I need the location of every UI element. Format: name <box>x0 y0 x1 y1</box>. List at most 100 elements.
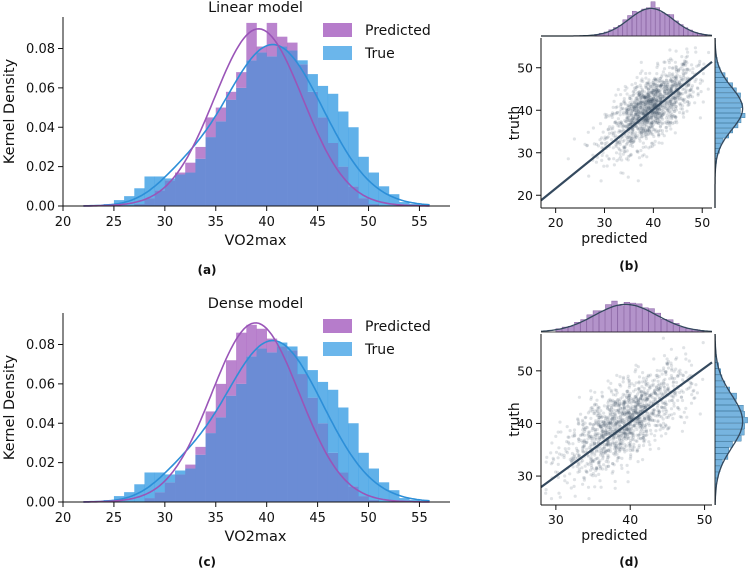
hist-bar-overlap-a <box>276 46 288 206</box>
scatter-point-d <box>627 441 631 446</box>
scatter-point-d <box>636 417 640 421</box>
scatter-point-d <box>661 417 665 421</box>
scatter-point-d <box>596 456 600 460</box>
scatter-point-d <box>593 485 597 489</box>
scatter-point-b <box>631 119 635 123</box>
scatter-point-b <box>633 112 638 116</box>
scatter-point-d <box>667 413 671 417</box>
scatter-point-b <box>643 129 647 133</box>
scatter-point-d <box>682 346 686 350</box>
scatter-point-b <box>659 115 663 119</box>
scatter-point-d <box>608 412 613 416</box>
scatter-point-b <box>630 111 634 116</box>
scatter-point-b <box>681 87 685 92</box>
scatter-point-b <box>649 101 653 105</box>
scatter-point-d <box>613 479 617 484</box>
scatter-point-d <box>657 410 661 414</box>
scatter-point-d <box>623 393 627 397</box>
scatter-point-b <box>674 108 679 112</box>
scatter-point-b <box>655 121 659 125</box>
scatter-point-d <box>664 372 668 376</box>
scatter-point-d <box>634 396 639 400</box>
scatter-point-d <box>649 418 653 422</box>
scatter-point-b <box>628 122 633 126</box>
scatter-point-b <box>647 117 651 121</box>
scatter-point-d <box>591 442 595 446</box>
scatter-point-b <box>615 111 619 115</box>
scatter-point-b <box>647 129 651 133</box>
scatter-point-d <box>658 369 662 373</box>
scatter-point-d <box>616 420 620 424</box>
scatter-point-d <box>623 405 627 409</box>
scatter-point-d <box>629 455 633 459</box>
scatter-point-d <box>556 430 560 434</box>
scatter-point-d <box>601 434 605 438</box>
scatter-point-b <box>647 126 652 130</box>
hist-bar-true-a <box>154 176 166 191</box>
scatter-point-d <box>602 423 606 428</box>
scatter-point-b <box>632 135 636 139</box>
scatter-point-b <box>646 93 650 97</box>
scatter-point-b <box>681 110 686 114</box>
scatter-point-d <box>668 377 672 381</box>
scatter-point-b <box>619 104 623 109</box>
x-tick-label-a: 20 <box>55 215 72 230</box>
scatter-point-d <box>642 417 646 421</box>
scatter-point-d <box>640 385 644 389</box>
scatter-point-d <box>600 447 605 451</box>
scatter-point-b <box>639 132 644 136</box>
scatter-point-d <box>566 435 570 439</box>
marginal-top-bar-b <box>636 11 642 37</box>
scatter-point-b <box>615 110 619 115</box>
scatter-point-d <box>610 422 614 426</box>
scatter-point-b <box>646 88 651 92</box>
scatter-point-d <box>556 462 560 466</box>
scatter-point-d <box>646 373 650 377</box>
scatter-point-d <box>639 404 643 408</box>
scatter-point-d <box>630 437 634 441</box>
scatter-point-b <box>653 139 657 143</box>
y-axis-label-d: truth <box>507 402 523 436</box>
scatter-point-b <box>605 115 609 119</box>
scatter-point-b <box>654 78 658 82</box>
scatter-point-d <box>581 459 585 463</box>
scatter-point-d <box>619 437 623 441</box>
scatter-point-d <box>640 394 644 398</box>
scatter-point-d <box>623 407 627 411</box>
scatter-point-b <box>655 99 660 103</box>
scatter-point-b <box>679 82 683 86</box>
scatter-point-d <box>601 432 606 436</box>
scatter-point-d <box>585 470 589 474</box>
scatter-point-d <box>636 411 640 415</box>
hist-bar-overlap-a <box>348 186 359 206</box>
scatter-point-d <box>617 449 622 453</box>
scatter-point-d <box>594 469 598 473</box>
scatter-point-d <box>590 405 594 410</box>
scatter-point-d <box>622 432 626 436</box>
scatter-point-d <box>665 389 670 393</box>
scatter-point-b <box>674 100 678 104</box>
scatter-point-b <box>599 141 604 145</box>
scatter-point-d <box>646 397 650 401</box>
scatter-point-b <box>649 87 653 91</box>
scatter-point-b <box>653 119 657 123</box>
scatter-point-d <box>577 454 581 458</box>
scatter-point-d <box>610 390 614 394</box>
scatter-point-b <box>605 113 609 117</box>
hist-bar-overlap-c <box>154 492 166 502</box>
scatter-point-b <box>669 90 673 94</box>
scatter-point-d <box>581 440 585 444</box>
y-tick-label-c: 0.06 <box>26 377 55 392</box>
scatter-point-d <box>646 397 650 401</box>
scatter-point-b <box>629 103 633 107</box>
scatter-point-d <box>603 415 607 419</box>
scatter-point-b <box>617 140 621 144</box>
scatter-point-d <box>615 420 619 424</box>
scatter-point-d <box>641 404 645 408</box>
scatter-point-b <box>647 105 651 109</box>
scatter-point-b <box>642 96 647 100</box>
scatter-point-d <box>572 484 576 488</box>
scatter-point-d <box>663 370 668 375</box>
scatter-point-d <box>655 388 659 392</box>
scatter-point-b <box>669 89 673 93</box>
